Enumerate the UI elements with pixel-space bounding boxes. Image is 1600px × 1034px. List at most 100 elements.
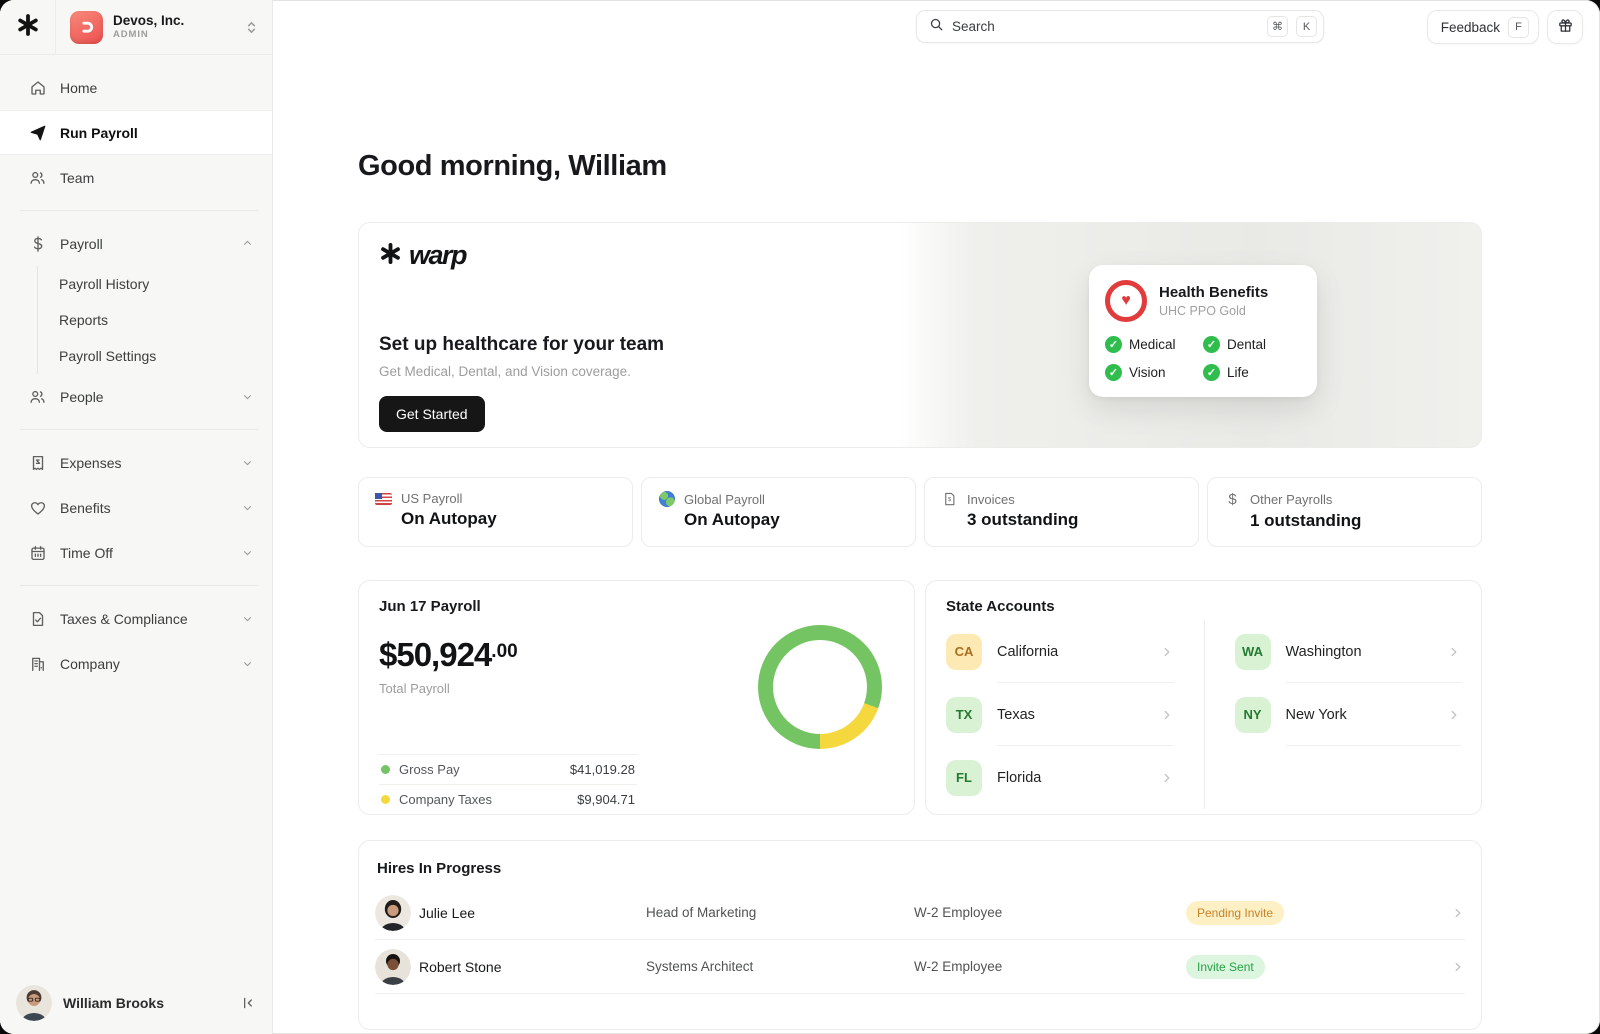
banner-subtitle: Get Medical, Dental, and Vision coverage… xyxy=(379,364,631,379)
send-icon xyxy=(28,124,47,142)
sidebar-item-payroll-settings[interactable]: Payroll Settings xyxy=(38,338,272,374)
sidebar-item-benefits[interactable]: Benefits xyxy=(0,485,272,530)
receipt-icon xyxy=(28,454,47,472)
sidebar-item-label: Payroll xyxy=(60,235,103,252)
chevron-right-icon xyxy=(1447,645,1461,659)
svg-text:$: $ xyxy=(948,497,952,503)
state-badge: FL xyxy=(946,759,982,796)
topbar-actions: Feedback F xyxy=(1426,10,1583,44)
benefit-label: Dental xyxy=(1227,337,1267,352)
total-payroll-label: Total Payroll xyxy=(379,681,450,696)
sidebar-item-expenses[interactable]: Expenses xyxy=(0,440,272,485)
chevron-right-icon xyxy=(1451,960,1465,974)
sidebar-item-reports[interactable]: Reports xyxy=(38,302,272,338)
sidebar-item-label: Taxes & Compliance xyxy=(60,610,188,627)
sidebar-divider xyxy=(20,429,258,430)
gift-button[interactable] xyxy=(1547,10,1583,44)
healthcare-banner: warp Set up healthcare for your team Get… xyxy=(358,222,1482,448)
global-search[interactable]: ⌘ K xyxy=(916,10,1324,43)
state-row-washington[interactable]: WA Washington xyxy=(1234,620,1462,683)
feedback-label: Feedback xyxy=(1440,19,1500,35)
warp-logo: warp xyxy=(379,240,468,271)
workspace-name: Devos, Inc. xyxy=(113,12,185,28)
main-area: ⌘ K Feedback F Good morning, William xyxy=(273,0,1600,1034)
state-name: Texas xyxy=(997,706,1035,723)
sidebar-item-label: People xyxy=(60,388,104,405)
hire-name: Julie Lee xyxy=(419,904,476,921)
sidebar-item-label: Expenses xyxy=(60,454,122,471)
legend-label: Company Taxes xyxy=(399,792,492,807)
sidebar-user[interactable]: William Brooks xyxy=(0,972,272,1034)
page-content: Good morning, William warp Set up health… xyxy=(358,150,1482,1030)
state-row-new-york[interactable]: NY New York xyxy=(1234,683,1462,746)
k-key-badge: K xyxy=(1296,16,1317,37)
sidebar-item-team[interactable]: Team xyxy=(0,155,272,200)
stat-other-payrolls[interactable]: $ Other Payrolls 1 outstanding xyxy=(1207,477,1482,547)
heart-ring-icon: ♥ xyxy=(1105,280,1147,322)
state-column-left: CA California TX Texas FL xyxy=(946,620,1204,809)
chevron-right-icon xyxy=(1451,906,1465,920)
workspace-switcher[interactable]: Devos, Inc. ADMIN xyxy=(56,0,272,54)
sidebar-item-time-off[interactable]: Time Off xyxy=(0,530,272,575)
state-row-florida[interactable]: FL Florida xyxy=(946,746,1174,809)
get-started-button[interactable]: Get Started xyxy=(379,396,485,432)
benefit-item: ✓ Vision xyxy=(1105,364,1203,381)
search-input[interactable] xyxy=(952,19,1259,34)
sidebar-item-label: Payroll History xyxy=(59,276,150,292)
stat-global-payroll[interactable]: Global Payroll On Autopay xyxy=(641,477,916,547)
state-row-texas[interactable]: TX Texas xyxy=(946,683,1174,746)
document-check-icon xyxy=(28,610,47,628)
benefit-item: ✓ Life xyxy=(1203,364,1301,381)
dollar-icon: $ xyxy=(1228,491,1237,508)
sidebar-item-label: Company xyxy=(60,655,120,672)
benefit-item: ✓ Dental xyxy=(1203,336,1301,353)
chevron-down-icon xyxy=(241,390,254,403)
overview-cards: Jun 17 Payroll $50,924.00 Total Payroll … xyxy=(358,580,1482,815)
dollar-icon xyxy=(28,235,47,253)
workspace-selector-icon xyxy=(245,20,258,35)
sidebar-item-people[interactable]: People xyxy=(0,374,272,419)
hire-row-robert-stone[interactable]: Robert Stone Systems Architect W-2 Emplo… xyxy=(375,940,1465,994)
sidebar-item-run-payroll[interactable]: Run Payroll xyxy=(0,110,272,155)
stat-label: Invoices xyxy=(967,491,1015,507)
page-title: Good morning, William xyxy=(358,150,667,182)
globe-icon xyxy=(658,491,675,507)
hire-name: Robert Stone xyxy=(419,958,502,975)
stat-us-payroll[interactable]: US Payroll On Autopay xyxy=(358,477,633,547)
avatar xyxy=(375,894,411,931)
hires-title: Hires In Progress xyxy=(377,860,502,877)
chevron-down-icon xyxy=(241,546,254,559)
stat-value: 3 outstanding xyxy=(967,510,1079,529)
feedback-button[interactable]: Feedback F xyxy=(1426,10,1539,44)
benefit-item: ✓ Medical xyxy=(1105,336,1203,353)
company-logo-icon xyxy=(70,10,103,44)
avatar xyxy=(16,985,52,1021)
check-icon: ✓ xyxy=(1203,364,1220,381)
yellow-dot xyxy=(381,795,390,804)
state-badge: CA xyxy=(946,633,982,670)
hire-row-julie-lee[interactable]: Julie Lee Head of Marketing W-2 Employee… xyxy=(375,886,1465,940)
hire-role: Systems Architect xyxy=(646,959,754,974)
people-icon xyxy=(28,388,47,406)
stat-invoices[interactable]: $ Invoices 3 outstanding xyxy=(924,477,1199,547)
team-icon xyxy=(28,169,47,187)
payroll-card-title: Jun 17 Payroll xyxy=(379,598,481,615)
benefit-label: Medical xyxy=(1129,337,1176,352)
user-name: William Brooks xyxy=(63,995,165,1011)
state-row-california[interactable]: CA California xyxy=(946,620,1174,683)
health-benefits-card: ♥ Health Benefits UHC PPO Gold ✓ Medical … xyxy=(1089,265,1317,397)
state-badge: NY xyxy=(1234,696,1271,733)
sidebar-item-payroll-history[interactable]: Payroll History xyxy=(38,266,272,302)
state-accounts-card: State Accounts CA California TX Texas xyxy=(925,580,1482,815)
sidebar-item-taxes-compliance[interactable]: Taxes & Compliance xyxy=(0,596,272,641)
chevron-down-icon xyxy=(241,612,254,625)
app-logo[interactable] xyxy=(0,0,56,54)
sidebar-item-payroll[interactable]: Payroll xyxy=(0,221,272,266)
sidebar-item-company[interactable]: Company xyxy=(0,641,272,686)
gift-icon xyxy=(1557,17,1574,37)
sidebar: Devos, Inc. ADMIN Home Run Payroll xyxy=(0,0,273,1034)
sidebar-item-home[interactable]: Home xyxy=(0,65,272,110)
stat-label: Global Payroll xyxy=(684,491,765,507)
asterisk-logo-icon xyxy=(16,13,40,42)
collapse-sidebar-icon[interactable] xyxy=(240,995,256,1011)
